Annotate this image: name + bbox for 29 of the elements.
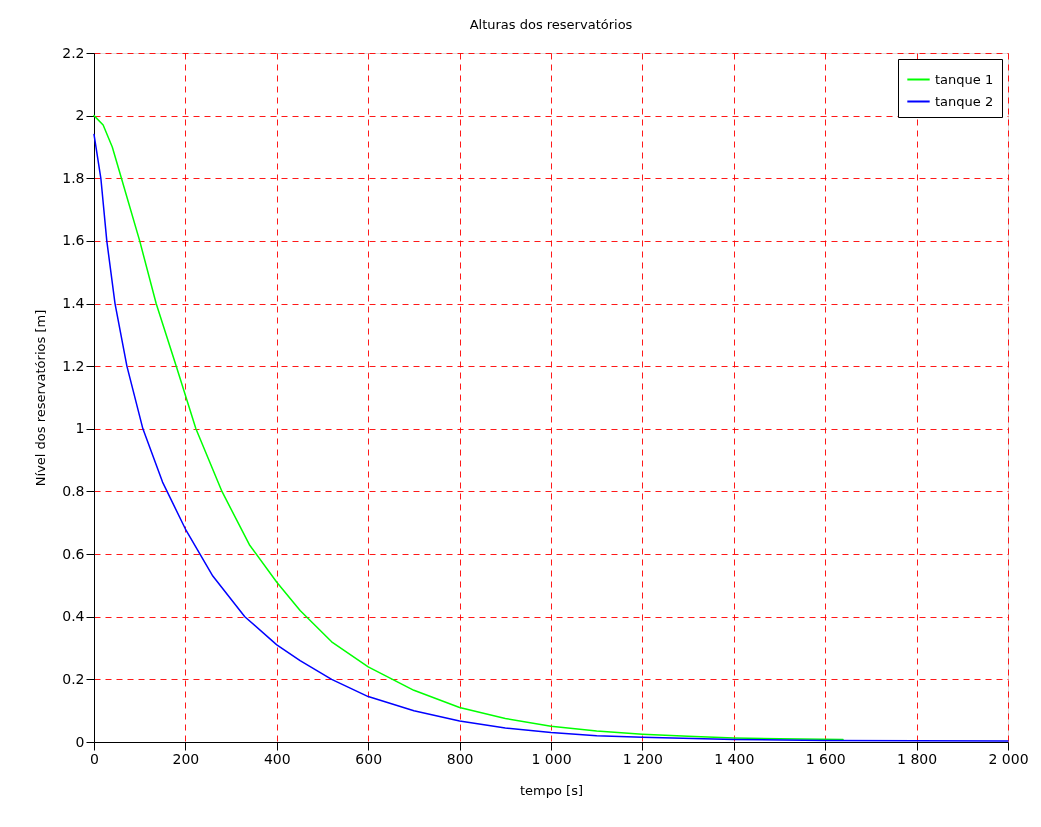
chart-title: Alturas dos reservatórios <box>469 17 633 32</box>
y-tick-label: 1.4 <box>62 295 85 312</box>
x-tick-label: 1 600 <box>805 750 846 767</box>
y-tick-label: 0.4 <box>62 608 85 625</box>
y-tick-label: 1 <box>75 420 85 437</box>
y-tick-label: 1.2 <box>62 357 85 374</box>
x-tick-label: 600 <box>355 750 383 767</box>
y-tick-label: 0 <box>75 733 85 750</box>
x-tick-label: 800 <box>446 750 474 767</box>
x-tick-label: 1 000 <box>531 750 572 767</box>
line-series <box>93 114 844 741</box>
legend-label: tanque 1 <box>935 71 994 87</box>
x-tick-label: 1 200 <box>622 750 663 767</box>
legend-label: tanque 2 <box>935 93 994 109</box>
y-tick-label: 0.8 <box>62 482 85 499</box>
y-tick-label: 1.8 <box>62 169 85 186</box>
x-tick-label: 200 <box>172 750 200 767</box>
x-tick-label: 1 400 <box>714 750 755 767</box>
y-tick-label: 2 <box>75 107 85 124</box>
x-axis-title: tempo [s] <box>519 782 584 798</box>
y-tick-label: 0.6 <box>62 545 85 562</box>
x-tick-label: 2 000 <box>988 750 1029 767</box>
x-tick-label: 1 800 <box>897 750 938 767</box>
x-tick-label: 400 <box>263 750 291 767</box>
y-tick-label: 1.6 <box>62 232 85 249</box>
y-axis-title: Nível dos reservatórios [m] <box>33 309 49 487</box>
y-tick-label: 2.2 <box>62 44 85 61</box>
x-tick-label: 0 <box>90 750 99 767</box>
y-tick-label: 0.2 <box>62 670 85 687</box>
